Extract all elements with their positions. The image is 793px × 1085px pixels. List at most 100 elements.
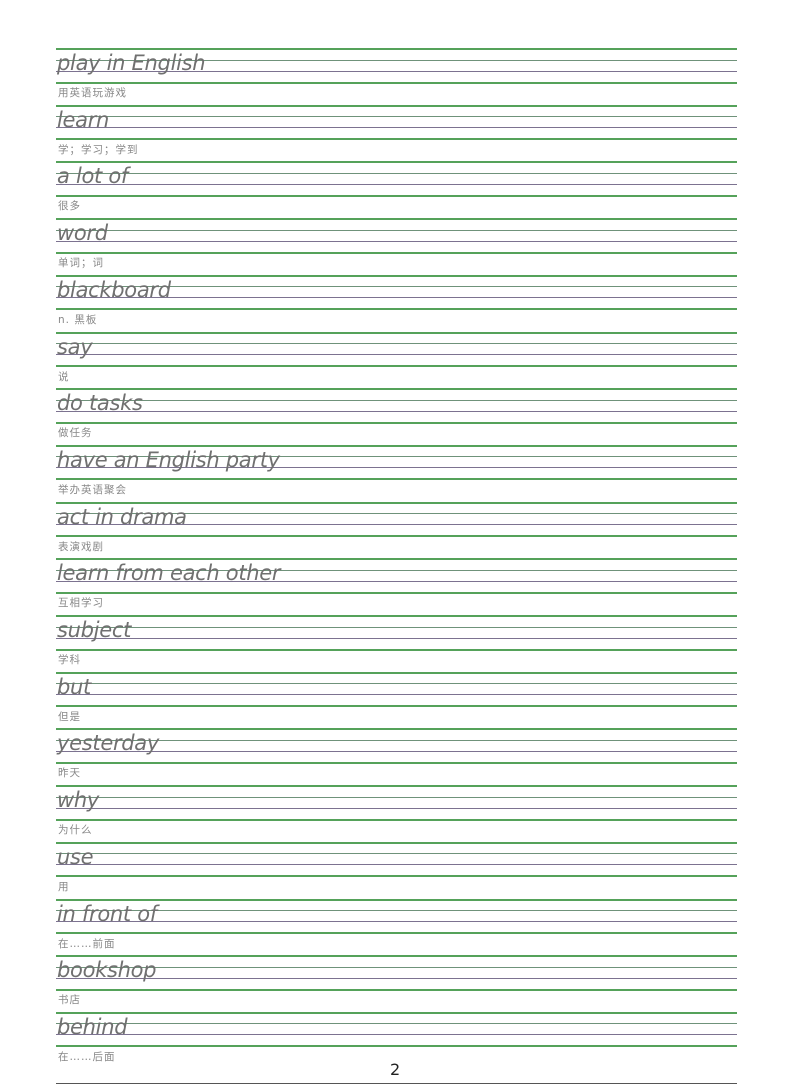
english-phrase: have an English party: [57, 447, 280, 472]
guide-line-bottom: [56, 81, 737, 84]
guide-line-baseline: [56, 750, 737, 752]
chinese-translation: 用英语玩游戏: [58, 87, 127, 99]
guide-line-upper: [56, 59, 737, 61]
guide-line-baseline: [56, 864, 737, 866]
chinese-translation: 学；学习；学到: [58, 143, 139, 156]
guide-line-bottom: [56, 818, 737, 821]
guide-line-upper: [56, 966, 737, 968]
guide-line-bottom: [56, 875, 737, 878]
chinese-translation: 在……后面: [58, 1050, 116, 1063]
english-phrase: subject: [57, 618, 132, 642]
guide-line-bottom: [56, 421, 737, 424]
vocab-entry: use 用: [56, 841, 737, 899]
chinese-translation: 互相学习: [58, 597, 104, 610]
page-number: 2: [390, 1060, 401, 1079]
guide-line-baseline: [56, 297, 737, 299]
vocab-entry: why 为什么: [56, 785, 737, 842]
chinese-translation: 用: [58, 880, 70, 893]
guide-line-top: [56, 671, 737, 674]
vocab-entry: have an English party 举办英语聚会: [56, 444, 737, 502]
guide-line-upper: [56, 796, 737, 798]
guide-line-top: [56, 104, 737, 107]
vocab-entry: in front of 在……前面: [56, 898, 737, 956]
chinese-translation: 学科: [58, 654, 81, 666]
chinese-translation: 书店: [58, 994, 81, 1007]
guide-line-top: [56, 501, 737, 504]
guide-line-bottom: [56, 648, 737, 651]
guide-line-top: [56, 558, 737, 561]
chinese-translation: 为什么: [58, 824, 93, 837]
guide-line-bottom: [56, 988, 737, 991]
english-phrase: behind: [57, 1014, 128, 1039]
guide-line-baseline: [56, 127, 737, 129]
vocab-entry: subject 学科: [56, 615, 737, 672]
english-phrase: why: [57, 788, 100, 813]
guide-line-upper: [56, 683, 737, 685]
page-bottom-rule: [56, 1083, 737, 1084]
chinese-translation: 但是: [58, 710, 81, 723]
vocab-entry: but 但是: [56, 671, 737, 729]
guide-line-baseline: [56, 240, 737, 242]
guide-line-baseline: [56, 524, 737, 526]
english-phrase: blackboard: [57, 277, 171, 302]
english-phrase: do tasks: [57, 391, 143, 416]
guide-line-upper: [56, 116, 737, 118]
guide-line-top: [56, 841, 737, 844]
guide-line-top: [56, 444, 737, 447]
guide-line-top: [56, 728, 737, 731]
guide-line-top: [56, 898, 737, 901]
chinese-translation: n. 黑板: [58, 313, 98, 326]
guide-line-bottom: [56, 932, 737, 934]
chinese-translation: 表演戏剧: [58, 540, 104, 553]
vocab-entry: say 说: [56, 331, 737, 389]
guide-line-upper: [56, 456, 737, 458]
guide-line-upper: [56, 853, 737, 855]
guide-line-baseline: [56, 694, 737, 696]
chinese-translation: 做任务: [58, 427, 93, 440]
english-phrase: word: [57, 221, 108, 246]
english-phrase: yesterday: [57, 731, 160, 756]
vocab-entry: yesterday 昨天: [56, 728, 737, 785]
vocab-entry: bookshop 书店: [56, 955, 737, 1012]
guide-line-bottom: [56, 138, 737, 141]
guide-line-baseline: [56, 977, 737, 979]
guide-line-bottom: [56, 194, 737, 197]
chinese-translation: 举办英语聚会: [58, 483, 127, 496]
english-phrase: use: [57, 844, 94, 869]
guide-line-top: [56, 48, 737, 50]
guide-line-bottom: [56, 308, 737, 311]
vocab-entry: blackboard n. 黑板: [56, 274, 737, 332]
vocab-entry: do tasks 做任务: [56, 388, 737, 445]
chinese-translation: 在……前面: [58, 937, 116, 950]
guide-line-top: [56, 331, 737, 334]
guide-line-upper: [56, 626, 737, 628]
guide-line-top: [56, 161, 737, 164]
english-phrase: learn from each other: [57, 561, 281, 586]
guide-line-top: [56, 218, 737, 221]
guide-line-top: [56, 388, 737, 391]
guide-line-bottom: [56, 1045, 737, 1048]
english-phrase: act in drama: [57, 504, 187, 529]
guide-line-baseline: [56, 580, 737, 582]
english-phrase: say: [57, 334, 93, 359]
guide-line-top: [56, 1011, 737, 1014]
guide-line-bottom: [56, 478, 737, 481]
chinese-translation: 单词；词: [58, 257, 104, 270]
guide-line-bottom: [56, 365, 737, 367]
vocab-entry: play in English 用英语玩游戏: [56, 48, 737, 105]
chinese-translation: 很多: [58, 200, 81, 213]
guide-line-upper: [56, 343, 737, 344]
english-phrase: play in English: [57, 51, 206, 75]
guide-line-top: [56, 615, 737, 617]
guide-line-baseline: [56, 921, 737, 922]
english-phrase: but: [57, 674, 91, 699]
guide-line-top: [56, 274, 737, 277]
english-phrase: a lot of: [57, 164, 128, 189]
english-phrase: learn: [57, 107, 110, 132]
guide-line-upper: [56, 513, 737, 515]
guide-line-baseline: [56, 1034, 737, 1036]
guide-line-baseline: [56, 70, 737, 72]
guide-line-top: [56, 785, 737, 788]
guide-line-baseline: [56, 467, 737, 469]
guide-line-top: [56, 955, 737, 958]
